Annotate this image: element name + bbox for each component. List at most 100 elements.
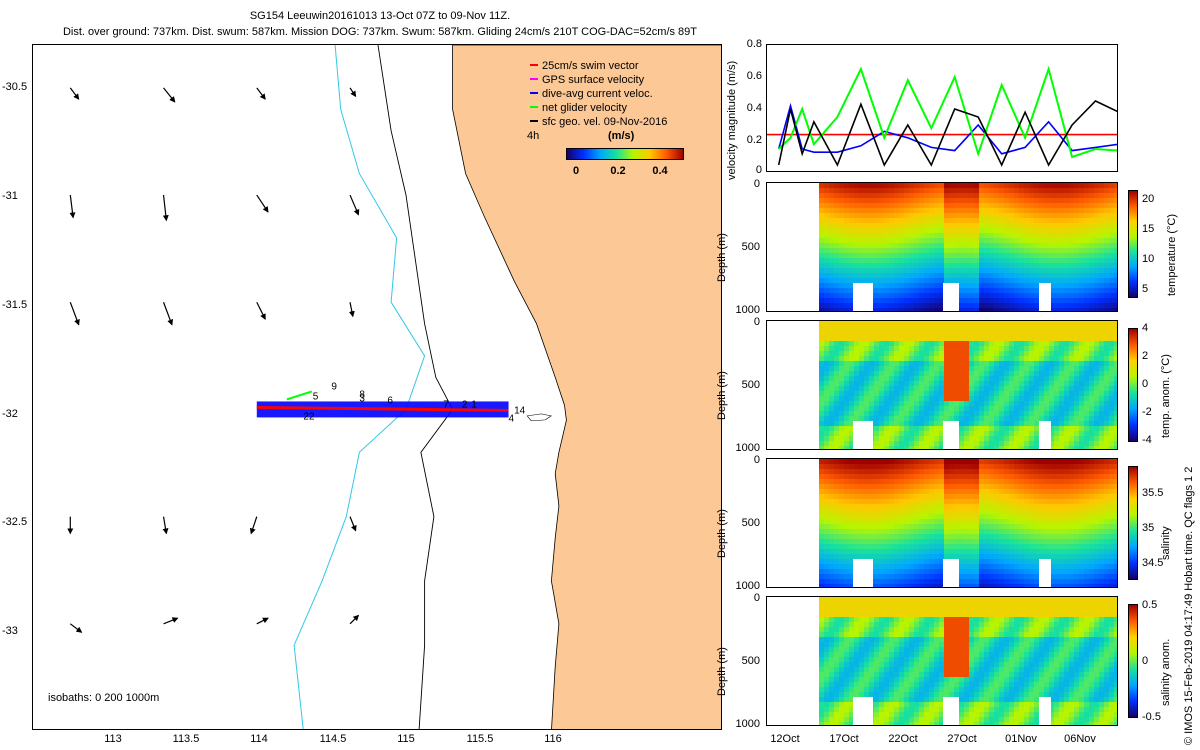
heatmap-cell bbox=[979, 288, 985, 294]
heatmap-cell bbox=[1059, 539, 1065, 545]
heatmap-cell bbox=[1049, 351, 1055, 357]
heatmap-cell bbox=[869, 258, 875, 264]
heatmap-cell bbox=[979, 391, 985, 397]
heatmap-cell bbox=[889, 188, 895, 194]
heatmap-cell bbox=[959, 273, 965, 279]
heatmap-cell bbox=[1029, 308, 1035, 311]
heatmap-cell bbox=[839, 637, 845, 643]
heatmap-cell bbox=[949, 464, 955, 470]
heatmap-cell bbox=[894, 336, 900, 342]
heatmap-cell bbox=[889, 381, 895, 387]
heatmap-cell bbox=[984, 288, 990, 294]
heatmap-cell bbox=[979, 336, 985, 342]
heatmap-cell bbox=[894, 386, 900, 392]
heatmap-cell bbox=[849, 321, 855, 327]
heatmap-cell bbox=[909, 198, 915, 204]
heatmap-cell bbox=[969, 464, 975, 470]
heatmap-cell bbox=[904, 504, 910, 510]
heatmap-cell bbox=[1084, 406, 1090, 412]
heatmap-cell bbox=[989, 303, 995, 309]
heatmap-cell bbox=[1049, 308, 1055, 311]
heatmap-cell bbox=[844, 484, 850, 490]
heatmap-cell bbox=[1054, 416, 1060, 422]
heatmap-cell bbox=[994, 233, 1000, 239]
heatmap-cell bbox=[904, 203, 910, 209]
heatmap-cell bbox=[1094, 321, 1100, 327]
heatmap-cell bbox=[894, 203, 900, 209]
heatmap-cell bbox=[944, 356, 950, 362]
heatmap-cell bbox=[949, 258, 955, 264]
heatmap-cell bbox=[1029, 293, 1035, 299]
heatmap-cell bbox=[894, 411, 900, 417]
heatmap-cell bbox=[939, 218, 945, 224]
heatmap-cell bbox=[964, 248, 970, 254]
heatmap-cell bbox=[964, 386, 970, 392]
heatmap-cell bbox=[959, 346, 965, 352]
heatmap-cell bbox=[1009, 584, 1015, 587]
heatmap-cell bbox=[854, 672, 860, 678]
heatmap-cell bbox=[1089, 321, 1095, 327]
heatmap-cell bbox=[969, 426, 975, 432]
heatmap-cell bbox=[869, 253, 875, 259]
heatmap-cell bbox=[864, 529, 870, 535]
heatmap-cell bbox=[1089, 183, 1095, 189]
heatmap-cell bbox=[919, 544, 925, 550]
heatmap-cell bbox=[854, 406, 860, 412]
heatmap-cell bbox=[1024, 479, 1030, 485]
heatmap-cell bbox=[899, 396, 905, 402]
heatmap-cell bbox=[884, 223, 890, 229]
heatmap-cell bbox=[1044, 464, 1050, 470]
heatmap-cell bbox=[869, 223, 875, 229]
heatmap-cell bbox=[984, 574, 990, 580]
heatmap-cell bbox=[1104, 213, 1110, 219]
heatmap-cell bbox=[979, 283, 985, 289]
heatmap-cell bbox=[994, 421, 1000, 427]
heatmap-cell bbox=[1094, 208, 1100, 214]
heatmap-cell bbox=[1014, 198, 1020, 204]
heatmap-cell bbox=[849, 597, 855, 603]
heatmap-cell bbox=[964, 268, 970, 274]
heatmap-cell bbox=[859, 549, 865, 555]
heatmap-cell bbox=[1094, 459, 1100, 465]
heatmap-cell bbox=[874, 529, 880, 535]
heatmap-cell bbox=[819, 632, 825, 638]
heatmap-cell bbox=[879, 509, 885, 515]
heatmap-cell bbox=[834, 446, 840, 449]
heatmap-cell bbox=[874, 584, 880, 587]
heatmap-cell bbox=[859, 331, 865, 337]
heatmap-cell bbox=[1029, 283, 1035, 289]
heatmap-cell bbox=[1049, 529, 1055, 535]
heatmap-cell bbox=[829, 617, 835, 623]
heatmap-cell bbox=[829, 248, 835, 254]
heatmap-cell bbox=[1069, 198, 1075, 204]
heatmap-cell bbox=[964, 489, 970, 495]
heatmap-cell bbox=[849, 243, 855, 249]
heatmap-cell bbox=[844, 273, 850, 279]
heatmap-cell bbox=[1014, 303, 1020, 309]
heatmap-cell bbox=[949, 336, 955, 342]
heatmap-cell bbox=[1049, 326, 1055, 332]
heatmap-cell bbox=[1094, 494, 1100, 500]
heatmap-cell bbox=[1044, 391, 1050, 397]
heatmap-cell bbox=[1099, 361, 1105, 367]
heatmap-cell bbox=[999, 248, 1005, 254]
heatmap-cell bbox=[1064, 341, 1070, 347]
heatmap-cell bbox=[1104, 326, 1110, 332]
heatmap-cell bbox=[1109, 401, 1115, 407]
heatmap-cell bbox=[924, 574, 930, 580]
heatmap-cell bbox=[1009, 361, 1015, 367]
heatmap-cell bbox=[834, 702, 840, 708]
heatmap-cell bbox=[824, 682, 830, 688]
heatmap-cell bbox=[829, 441, 835, 447]
heatmap-cell bbox=[954, 484, 960, 490]
heatmap-cell bbox=[934, 559, 940, 565]
heatmap-cell bbox=[1019, 544, 1025, 550]
heatmap-cell bbox=[1014, 459, 1020, 465]
heatmap-cell bbox=[1019, 381, 1025, 387]
heatmap-cell bbox=[934, 446, 940, 449]
heatmap-cell bbox=[1039, 474, 1045, 480]
heatmap-cell bbox=[824, 464, 830, 470]
heatmap-cell bbox=[959, 421, 965, 427]
heatmap-cell bbox=[1049, 431, 1055, 437]
heatmap-cell bbox=[869, 198, 875, 204]
